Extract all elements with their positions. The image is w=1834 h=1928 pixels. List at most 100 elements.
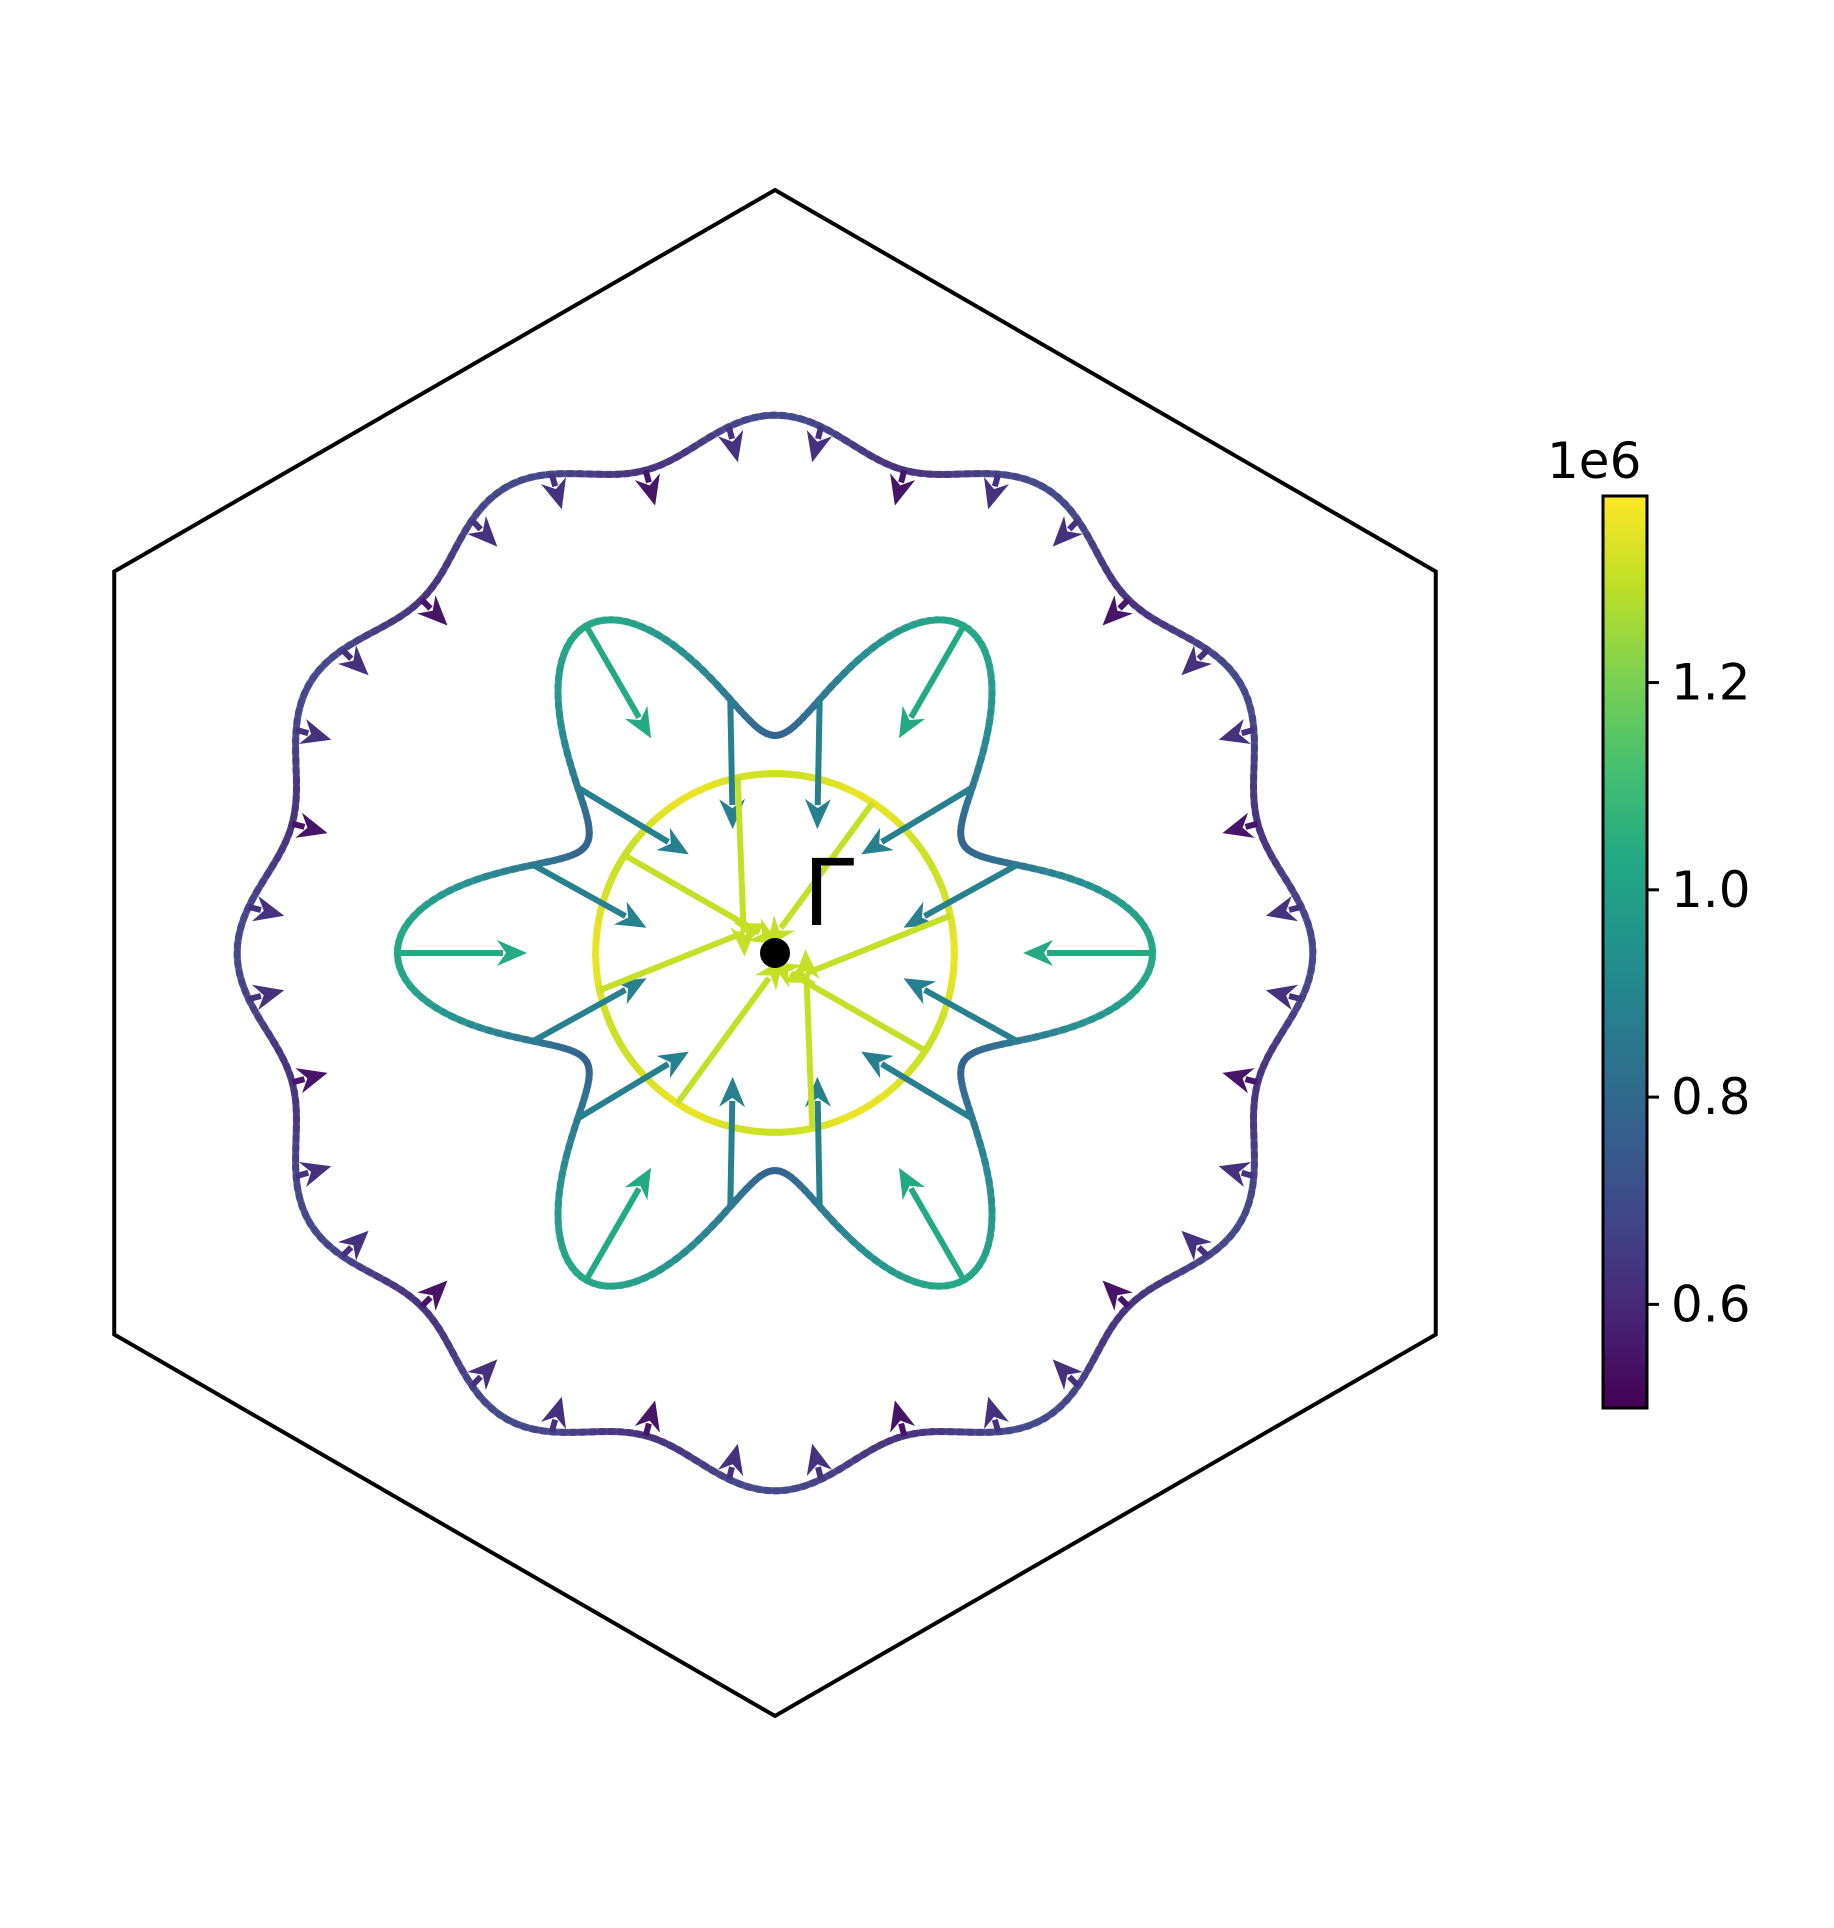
arrow-outer [417,1280,448,1311]
colorbar-tick-label: 1.0 [1671,861,1751,919]
arrow-head [719,1076,746,1108]
arrow-head [899,705,926,739]
arrow-middle [861,1051,974,1122]
arrow-shaft [880,784,974,845]
arrow-outer [247,895,285,922]
arrow-shaft [1288,993,1303,1003]
arrow-head [747,918,781,945]
arrow-head [717,429,744,463]
arrow-shaft [815,1466,825,1481]
arrow-head [890,1400,916,1433]
arrow-head [251,984,285,1011]
arrow-shaft [898,1422,908,1437]
brillouin-zone-hexagon [112,187,1438,1719]
arrow-head [804,798,831,830]
arrow-shaft [923,862,1019,919]
arrow-shaft [1244,1076,1259,1086]
arrow-head [656,827,689,855]
arrow-head [793,949,820,980]
contour-segment [1308,946,1317,966]
arrows-layer [247,425,1303,1481]
arrow-head [806,429,833,463]
plot-area: Γ [112,187,1438,1719]
arrow-outer [890,1400,916,1437]
arrow-head [417,595,448,626]
arrow-inner [769,961,927,1054]
arrow-middle [719,1076,746,1207]
gamma-point-marker [760,938,790,968]
arrow-shaft [778,800,876,930]
arrow-shaft [642,469,652,484]
arrow-head [298,719,332,744]
arrow-head [417,1280,448,1311]
arrow-outer [806,1443,833,1481]
arrow-outer [337,1230,369,1261]
arrow-shaft [576,1061,670,1122]
arrow-shaft [548,473,559,488]
arrow-head [1181,645,1213,676]
arrow-outer [337,645,369,676]
arrow-head [656,1051,689,1079]
arrow-head [1102,1280,1133,1311]
arrow-middle [583,624,651,739]
arrow-shaft [419,1295,433,1309]
arrow-head [890,473,916,506]
arrow-shaft [725,1466,735,1481]
arrow-shaft [1196,647,1210,661]
arrow-middle [861,784,974,855]
arrow-outer [1218,1162,1255,1187]
arrow-head [1218,719,1252,744]
arrow-shaft [583,624,642,719]
arrow-outer [1052,515,1083,547]
arrow-head [497,940,527,966]
arrow-head [899,1167,926,1201]
arrow-outer [1181,1230,1213,1261]
arrow-head [1265,984,1299,1011]
arrow-head [717,1443,744,1477]
arrow-head [624,705,651,739]
arrow-shaft [295,726,310,737]
arrow-head [541,1396,566,1430]
arrow-outer [291,1068,328,1094]
arrow-shaft [725,425,735,440]
contour-middle [393,616,1157,1290]
arrow-inner [793,949,820,1129]
arrow-head [634,473,660,506]
arrow-head [634,1400,660,1433]
arrow-head [1222,812,1255,838]
arrow-head [624,1167,651,1201]
arrow-shaft [814,699,823,806]
colorbar-ticks: 0.6 0.8 1.0 1.2 [1647,654,1751,1333]
arrow-shaft [908,1187,967,1282]
arrow-middle [576,784,689,855]
contours-layer [233,411,1317,1495]
arrow-shaft [531,987,627,1044]
arrow-shaft [469,518,483,532]
arrow-shaft [419,597,433,611]
arrow-shaft [295,1169,310,1180]
arrow-head [1218,1162,1252,1187]
arrow-outer [1102,1280,1133,1311]
arrow-outer [890,469,916,506]
arrow-shaft [1288,903,1303,913]
arrow-shaft [1240,1169,1255,1180]
arrow-shaft [469,1374,483,1388]
colorbar-multiplier-label: 1e6 [1547,432,1641,490]
colorbar-frame [1601,494,1649,1410]
arrow-outer [717,1443,744,1481]
arrow-outer [247,984,285,1011]
arrow-shaft [247,993,262,1003]
arrow-head [984,1396,1009,1430]
arrow-outer [295,719,332,744]
arrow-inner [674,958,784,1106]
arrow-middle [899,1167,967,1282]
arrow-outer [1218,719,1255,744]
arrow-outer [1222,812,1259,838]
arrow-shaft [1067,1374,1081,1388]
arrow-shaft [923,987,1019,1044]
arrow-outer [806,425,833,463]
arrow-head [1181,1230,1213,1261]
arrow-head [298,1162,332,1187]
arrow-shaft [642,1422,652,1437]
arrow-shaft [340,1245,354,1259]
